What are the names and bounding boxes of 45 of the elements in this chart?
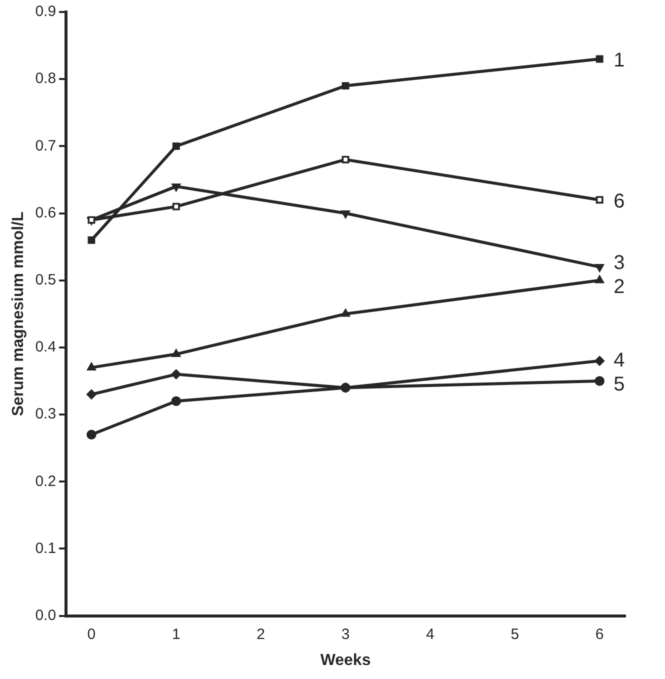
point <box>172 184 181 192</box>
x-tick-label: 1 <box>172 626 180 643</box>
point <box>341 309 350 317</box>
y-tick-label: 0.4 <box>35 338 56 356</box>
x-tick-label: 6 <box>595 626 604 643</box>
x-axis-title: Weeks <box>320 652 371 669</box>
y-tick-label: 0.9 <box>35 3 56 20</box>
y-tick-label: 0.3 <box>35 406 56 423</box>
x-tick-label: 4 <box>426 626 434 643</box>
point <box>342 82 350 90</box>
point <box>342 156 350 164</box>
point <box>596 196 604 204</box>
series-label: 4 <box>614 349 625 372</box>
y-tick-label: 0.7 <box>35 137 56 154</box>
point <box>171 369 182 380</box>
series-label: 5 <box>614 373 625 396</box>
point <box>595 264 604 272</box>
y-axis-title: Serum magnesium mmol/L <box>10 211 28 416</box>
point <box>594 356 604 366</box>
point <box>87 362 96 370</box>
x-tick-label: 3 <box>341 626 350 643</box>
x-tick-label: 5 <box>510 626 520 643</box>
y-tick-label: 0.8 <box>35 70 56 88</box>
point <box>172 142 180 150</box>
series-label: 1 <box>614 49 625 72</box>
series-label: 6 <box>614 190 625 212</box>
point <box>172 202 180 210</box>
point <box>86 430 96 440</box>
y-tick-label: 0.0 <box>35 606 56 624</box>
y-tick-label: 0.2 <box>35 472 56 490</box>
point <box>172 349 181 358</box>
y-tick-label: 0.5 <box>35 271 56 288</box>
series-label: 2 <box>614 276 625 298</box>
point <box>341 210 350 218</box>
y-tick-label: 0.6 <box>35 204 56 222</box>
x-tick-label: 0 <box>87 626 96 643</box>
point <box>596 55 604 63</box>
point <box>86 390 96 400</box>
point <box>594 376 604 386</box>
point <box>171 396 182 406</box>
series-label: 3 <box>614 252 625 274</box>
x-tick-label: 2 <box>256 626 266 643</box>
y-tick-label: 0.1 <box>35 540 56 557</box>
point <box>595 275 604 284</box>
point <box>88 236 96 244</box>
